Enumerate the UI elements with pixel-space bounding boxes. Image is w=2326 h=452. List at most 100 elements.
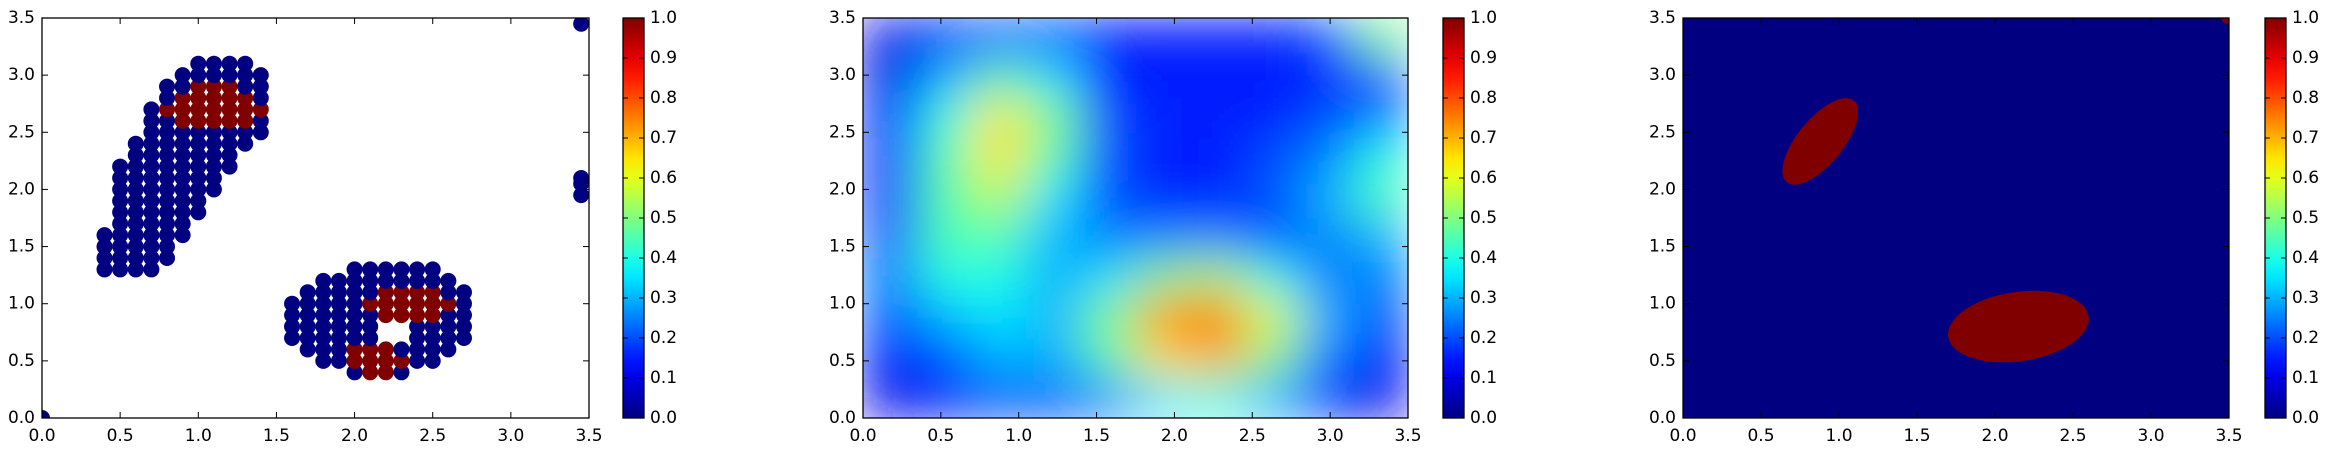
heatmap-cell bbox=[1299, 58, 1354, 99]
scatter-point bbox=[424, 341, 441, 358]
scatter-point bbox=[315, 330, 332, 346]
x-tick-label: 2.5 bbox=[419, 426, 446, 446]
x-tick-label: 0.5 bbox=[107, 426, 134, 446]
heatmap-cell bbox=[1299, 258, 1354, 299]
scatter-point bbox=[205, 55, 222, 72]
scatter-point bbox=[112, 192, 129, 209]
scatter-point bbox=[346, 352, 363, 369]
y-tick-label: 3.0 bbox=[829, 65, 856, 85]
scatter-point bbox=[159, 181, 176, 198]
x-tick-label: 3.0 bbox=[497, 426, 524, 446]
scatter-point bbox=[143, 215, 160, 232]
scatter-point bbox=[221, 147, 238, 164]
scatter-point bbox=[237, 67, 254, 84]
scatter-point bbox=[190, 124, 207, 141]
scatter-point bbox=[455, 330, 472, 346]
scatter-point bbox=[96, 227, 113, 244]
scatter-point bbox=[362, 295, 379, 312]
scatter-point bbox=[409, 295, 426, 312]
colorbar-tick-label: 0.9 bbox=[650, 48, 677, 68]
scatter-point bbox=[205, 147, 222, 164]
heatmap-cell bbox=[1299, 218, 1354, 259]
scatter-point bbox=[440, 284, 457, 301]
scatter-point bbox=[315, 318, 332, 335]
heatmap-cell bbox=[1353, 218, 1408, 259]
scatter-point bbox=[362, 284, 379, 301]
colorbar-tick-label: 0.4 bbox=[1470, 248, 1497, 268]
scatter-point bbox=[409, 284, 426, 301]
colorbar-tick-label: 0.1 bbox=[2292, 368, 2319, 388]
scatter-point bbox=[159, 90, 176, 106]
colorbar-tick-label: 0.2 bbox=[650, 328, 677, 348]
colorbar-tick-label: 0.9 bbox=[1470, 48, 1497, 68]
heatmap-cell bbox=[1299, 338, 1354, 379]
scatter-point bbox=[330, 284, 347, 301]
heatmap-cell bbox=[1026, 138, 1082, 179]
scatter-point bbox=[440, 330, 457, 346]
heatmap-cell bbox=[1026, 58, 1082, 99]
scatter-point bbox=[237, 55, 254, 72]
scatter-point bbox=[190, 67, 207, 84]
scatter-point bbox=[205, 112, 222, 129]
scatter-point bbox=[573, 187, 589, 204]
scatter-point bbox=[143, 147, 160, 164]
scatter-point bbox=[409, 352, 426, 369]
scatter-point bbox=[455, 284, 472, 301]
scatter-point bbox=[112, 181, 129, 198]
heatmap-cell bbox=[972, 18, 1027, 59]
scatter-point bbox=[190, 90, 207, 106]
colorbar-tick-label: 1.0 bbox=[650, 8, 677, 28]
colorbar-tick-label: 0.5 bbox=[1470, 208, 1497, 228]
colorbar-tick-label: 0.3 bbox=[1470, 288, 1497, 308]
scatter-point bbox=[221, 90, 238, 106]
colorbar-tick-label: 0.2 bbox=[2292, 328, 2319, 348]
scatter-point bbox=[330, 318, 347, 335]
y-tick-label: 2.0 bbox=[8, 179, 35, 199]
scatter-point bbox=[143, 135, 160, 152]
scatter-point bbox=[174, 67, 191, 84]
scatter-point bbox=[424, 307, 441, 324]
scatter-point bbox=[252, 112, 269, 129]
x-tick-label: 3.5 bbox=[2215, 426, 2242, 446]
heatmap-cell bbox=[1244, 58, 1300, 99]
scatter-point bbox=[159, 124, 176, 141]
scatter-point bbox=[346, 284, 363, 301]
scatter-point bbox=[174, 112, 191, 129]
colorbar-tick-label: 0.8 bbox=[650, 88, 677, 108]
y-tick-label: 2.5 bbox=[1649, 122, 1676, 142]
scatter-point bbox=[252, 78, 269, 95]
scatter-point bbox=[409, 307, 426, 324]
heatmap-cell bbox=[972, 58, 1027, 99]
scatter-point bbox=[127, 192, 144, 209]
scatter-point bbox=[299, 341, 316, 358]
y-tick-label: 0.5 bbox=[8, 351, 35, 371]
heatmap-cell bbox=[1244, 138, 1300, 179]
heatmap-cell bbox=[1190, 138, 1245, 179]
scatter-point bbox=[237, 112, 254, 129]
colorbar-tick-label: 0.0 bbox=[650, 408, 677, 428]
scatter-point bbox=[221, 67, 238, 84]
heatmap-cell bbox=[917, 18, 973, 59]
scatter-point bbox=[127, 170, 144, 186]
scatter-point bbox=[299, 284, 316, 301]
heatmap-cell bbox=[863, 218, 918, 259]
scatter-point bbox=[112, 227, 129, 244]
heatmap-cell bbox=[1026, 338, 1082, 379]
region bbox=[2221, 18, 2229, 24]
heatmap-cell bbox=[1026, 258, 1082, 299]
y-tick-label: 0.0 bbox=[1649, 408, 1676, 428]
scatter-point bbox=[377, 364, 394, 381]
scatter-point bbox=[393, 307, 410, 324]
x-tick-label: 1.5 bbox=[1903, 426, 1930, 446]
scatter-point bbox=[440, 295, 457, 312]
heatmap-cell bbox=[1135, 58, 1191, 99]
heatmap-cell bbox=[1353, 58, 1408, 99]
heatmap-cell bbox=[1081, 338, 1136, 379]
scatter-point bbox=[455, 318, 472, 335]
region bbox=[1782, 98, 1859, 185]
scatter-point bbox=[409, 318, 426, 335]
scatter-point bbox=[346, 307, 363, 324]
scatter-point bbox=[205, 181, 222, 198]
heatmap-cell bbox=[1026, 218, 1082, 259]
